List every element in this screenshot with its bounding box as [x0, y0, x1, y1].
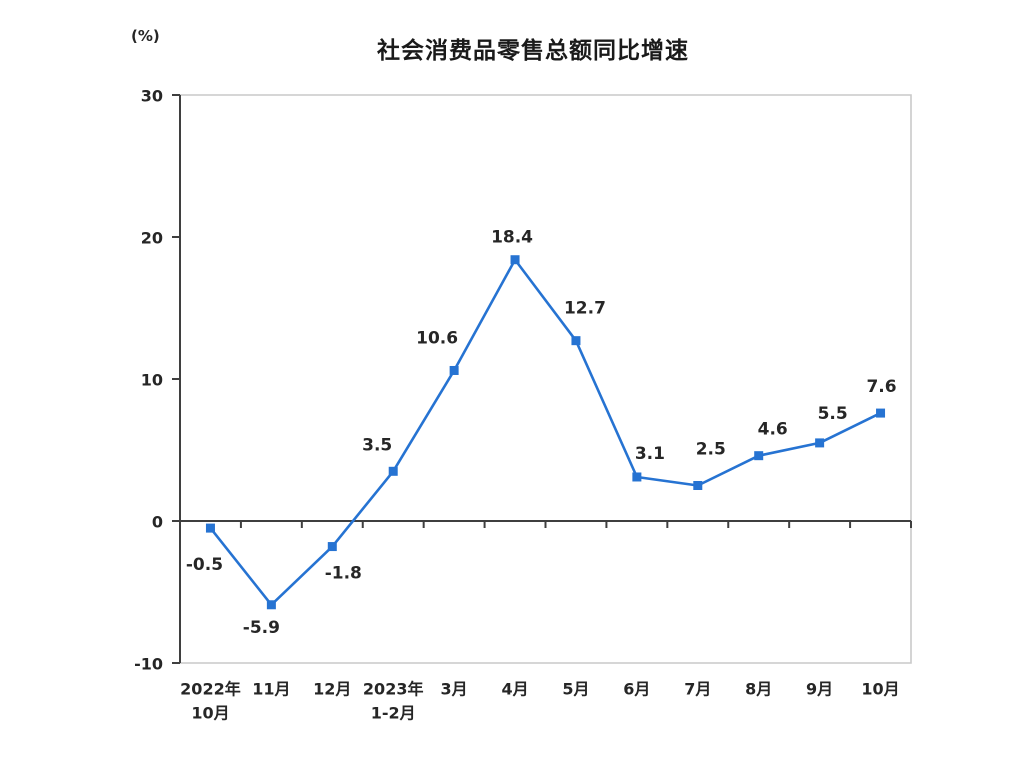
data-point-marker	[815, 438, 825, 448]
x-axis-category-label: 10月	[861, 680, 899, 699]
plot-area-border	[180, 94, 912, 664]
x-axis-category-label: 5月	[562, 680, 589, 699]
data-point-marker	[754, 451, 764, 461]
data-point-label: -0.5	[186, 555, 223, 575]
x-axis-category-label: 3月	[441, 680, 468, 699]
x-axis-category-label: 6月	[623, 680, 650, 699]
y-axis-tick-label: -10	[134, 655, 163, 674]
y-axis-tick-label: 20	[141, 229, 163, 248]
data-point-marker	[693, 481, 703, 490]
data-point-marker	[510, 255, 520, 265]
data-point-label: -5.9	[243, 618, 280, 638]
data-point-label: 3.5	[362, 435, 392, 455]
x-axis-category-label: 11月	[252, 680, 290, 699]
data-point-label: 12.7	[564, 299, 606, 319]
data-point-marker	[266, 600, 276, 610]
data-point-marker	[571, 336, 581, 346]
x-axis-category-label: 7月	[684, 680, 711, 699]
data-line	[209, 258, 882, 607]
data-point-label: -1.8	[325, 564, 362, 584]
chart-title: 社会消费品零售总额同比增速	[377, 38, 689, 64]
data-point-marker	[876, 408, 886, 418]
data-point-label: 3.1	[635, 444, 665, 464]
data-point-marker	[632, 472, 642, 482]
x-axis-category-label: 2023年	[363, 680, 424, 699]
x-axis-category-label: 1-2月	[371, 704, 416, 723]
data-point-label: 18.4	[491, 228, 533, 248]
x-axis-category-label: 8月	[745, 680, 772, 699]
data-point-label: 2.5	[696, 440, 726, 460]
x-axis-category-label: 2022年	[180, 680, 241, 699]
x-axis-category-label: 9月	[806, 680, 833, 699]
data-point-marker	[388, 466, 398, 476]
data-point-marker	[205, 523, 215, 533]
data-point-marker	[327, 542, 337, 552]
data-point-label: 4.6	[758, 420, 788, 440]
x-axis-category-label: 12月	[313, 680, 351, 699]
y-axis-tick-label: 30	[141, 87, 163, 106]
x-axis-category-label: 10月	[191, 704, 229, 723]
data-point-marker	[449, 365, 459, 375]
data-point-label: 5.5	[818, 404, 848, 424]
y-axis-unit-label: (%)	[131, 27, 160, 45]
data-point-label: 7.6	[866, 377, 896, 397]
y-axis-tick-label: 0	[152, 513, 163, 532]
data-point-label: 10.6	[416, 328, 458, 348]
y-axis-tick-label: 10	[141, 371, 163, 390]
x-axis-category-label: 4月	[501, 680, 528, 699]
